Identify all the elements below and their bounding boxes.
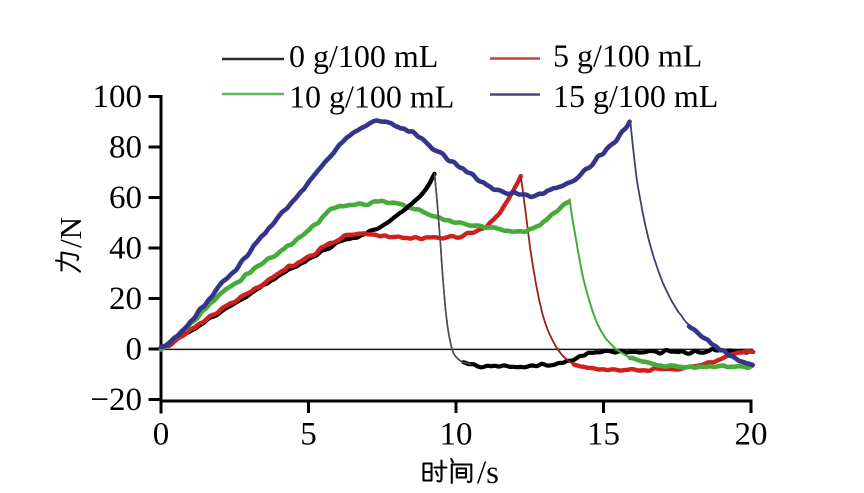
svg-text:/s: /s — [477, 455, 499, 491]
svg-text:80: 80 — [109, 130, 142, 166]
svg-text:0: 0 — [153, 417, 170, 453]
svg-text:20: 20 — [735, 417, 768, 453]
svg-text:0 g/100 mL: 0 g/100 mL — [289, 38, 438, 74]
svg-text:10: 10 — [440, 417, 473, 453]
svg-text:5: 5 — [300, 417, 317, 453]
svg-text:5 g/100 mL: 5 g/100 mL — [553, 38, 702, 74]
svg-text:60: 60 — [109, 180, 142, 216]
svg-text:10 g/100 mL: 10 g/100 mL — [289, 79, 454, 115]
svg-text:0: 0 — [126, 332, 143, 368]
svg-text:100: 100 — [93, 79, 143, 115]
svg-text:15: 15 — [587, 417, 620, 453]
svg-text:/N: /N — [53, 217, 88, 248]
svg-text:20: 20 — [109, 281, 142, 317]
svg-text:15 g/100 mL: 15 g/100 mL — [553, 78, 718, 114]
svg-text:−20: −20 — [90, 382, 142, 418]
svg-text:40: 40 — [109, 231, 142, 267]
